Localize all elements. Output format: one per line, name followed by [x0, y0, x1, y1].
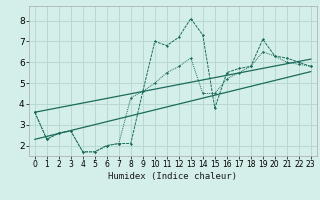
X-axis label: Humidex (Indice chaleur): Humidex (Indice chaleur): [108, 172, 237, 181]
